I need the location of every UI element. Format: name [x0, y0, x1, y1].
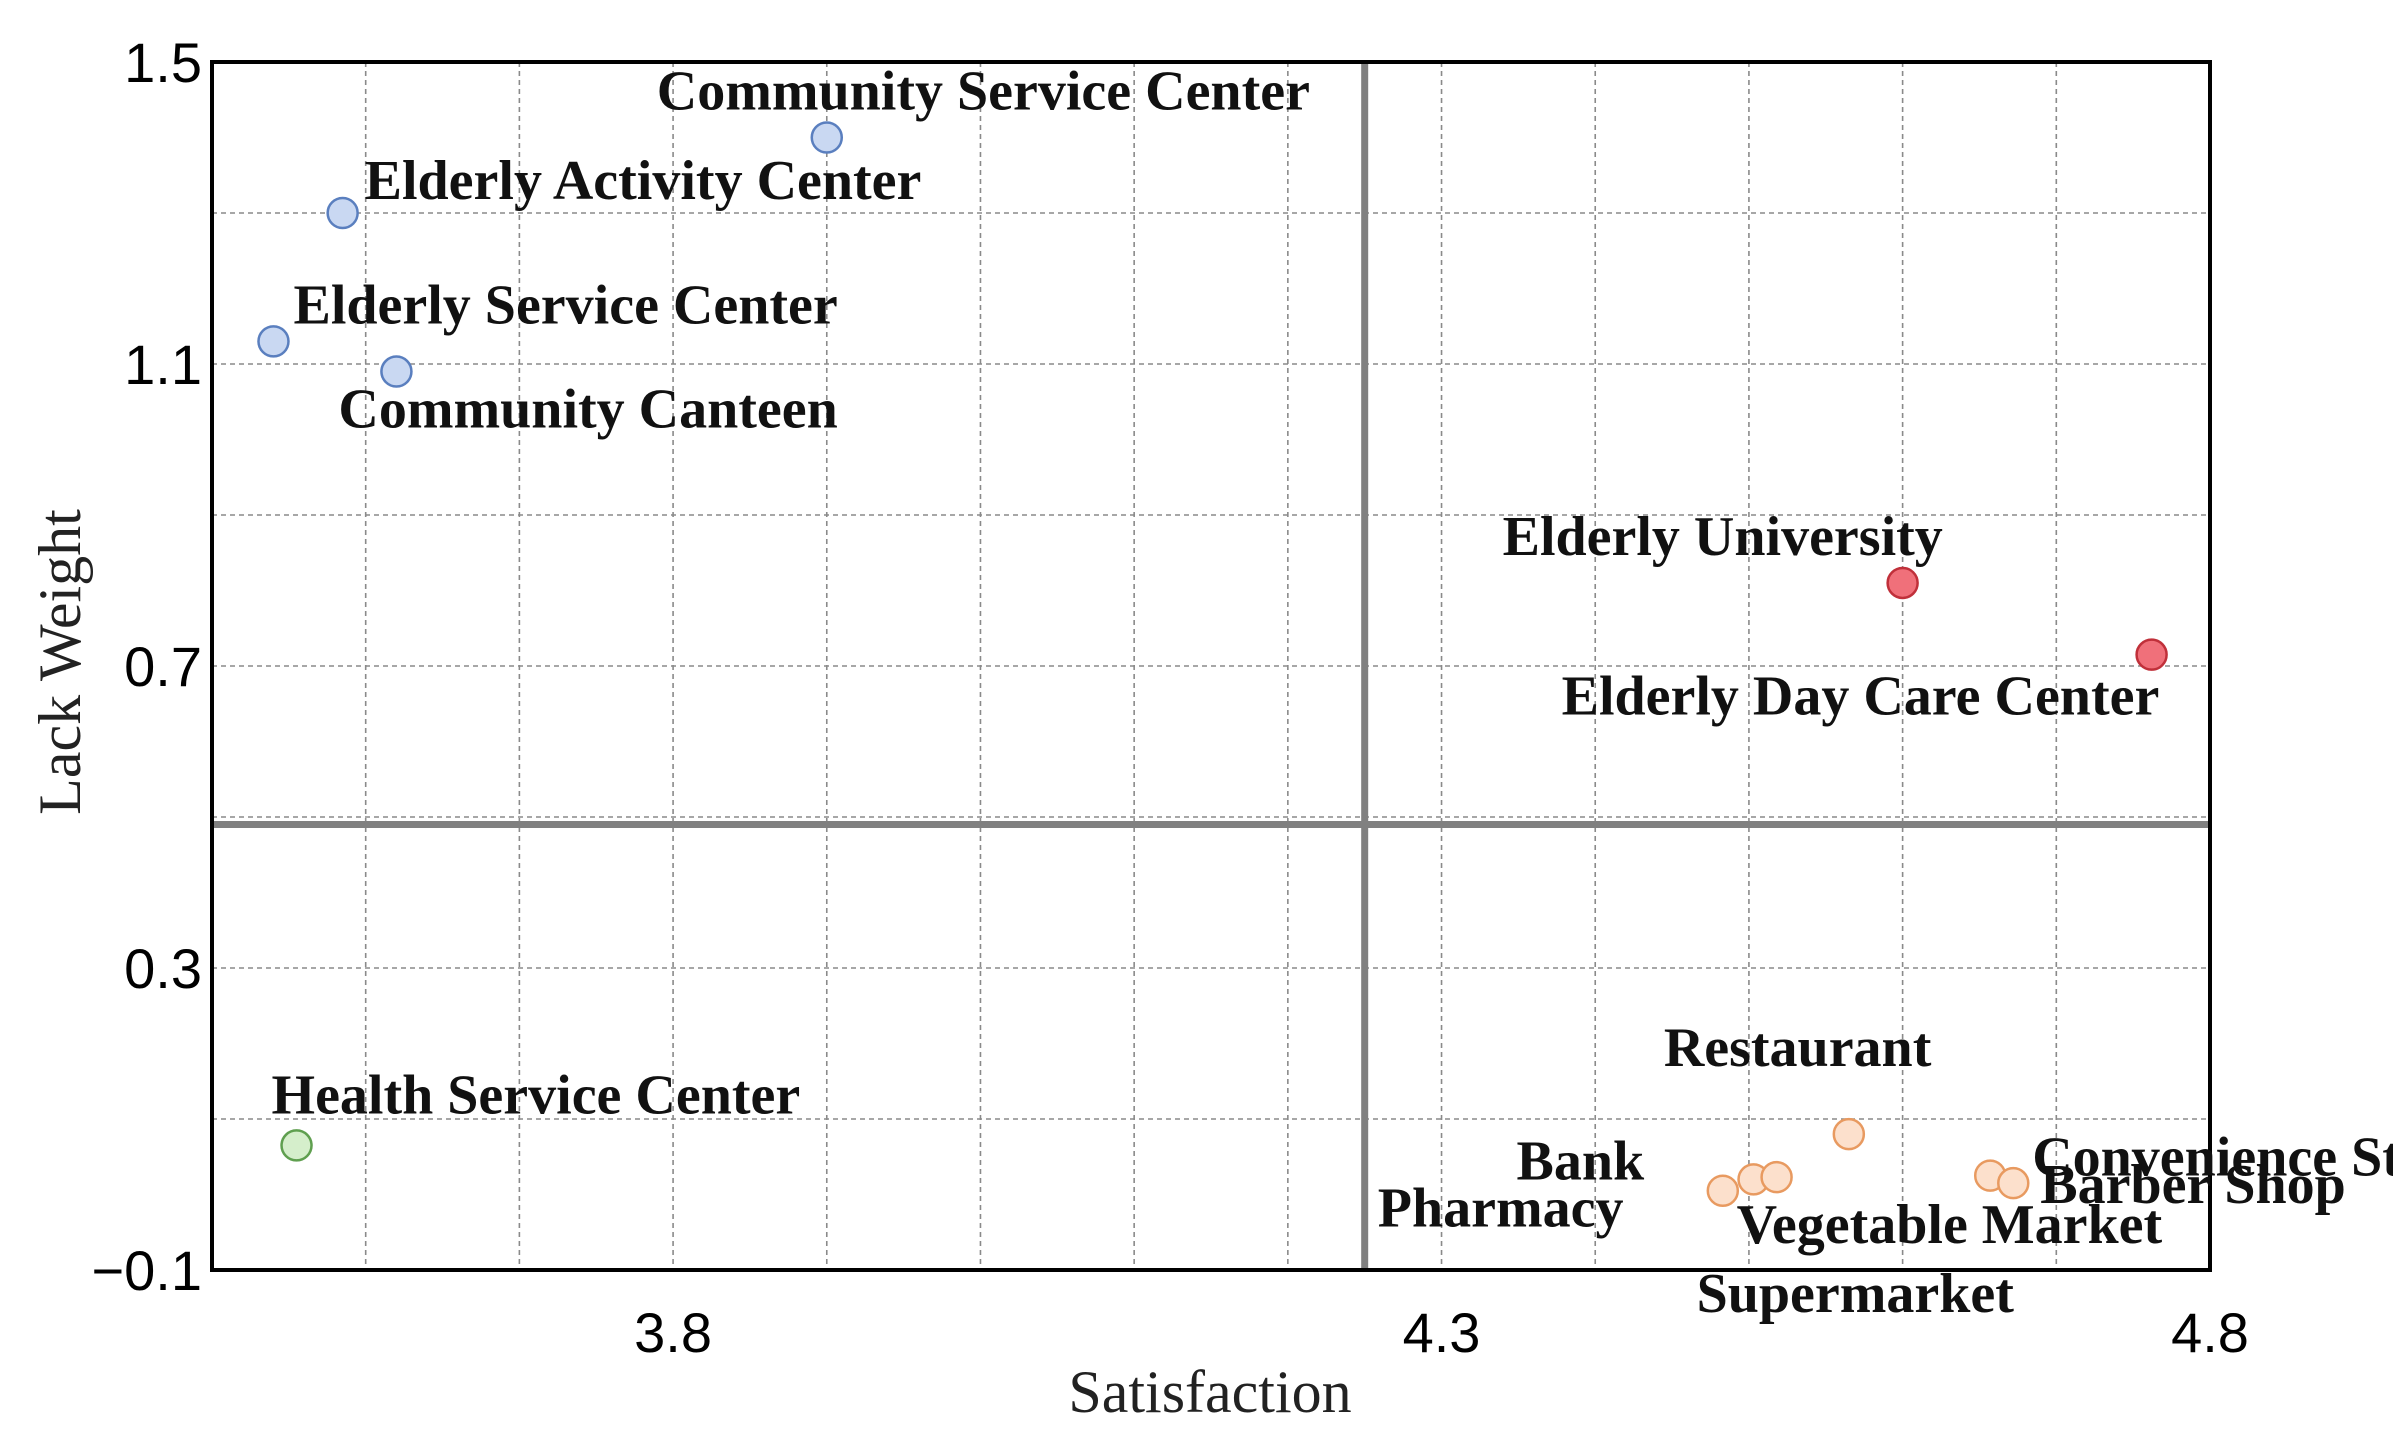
y-tick-label: 1.5 [124, 31, 202, 94]
data-point-elderly-service-center [257, 325, 290, 358]
x-tick-label: 3.8 [634, 1301, 712, 1364]
data-point-pharmacy [1706, 1174, 1740, 1207]
point-label-restaurant: Restaurant [1664, 1017, 1932, 1079]
point-label-barber-shop: Barber Shop [2040, 1154, 2345, 1216]
y-axis-title: Lack Weight [27, 509, 93, 815]
x-tick-label: 4.8 [2171, 1301, 2249, 1364]
point-label-convenience-store: Convenience Store [2032, 1127, 2393, 1189]
point-label-community-service-center: Community Service Center [657, 61, 1310, 123]
data-points [257, 121, 2168, 1207]
data-point-elderly-day-care-center [2135, 638, 2168, 671]
y-tick-label: 1.1 [124, 333, 202, 396]
point-label-elderly-activity-center: Elderly Activity Center [365, 150, 922, 212]
point-label-pharmacy: Pharmacy [1378, 1178, 1624, 1240]
data-point-elderly-university [1886, 566, 1919, 600]
point-label-supermarket: Supermarket [1697, 1263, 2015, 1325]
point-label-vegetable-market: Vegetable Market [1737, 1194, 2163, 1256]
data-point-barber-shop [1997, 1166, 2030, 1200]
quadrant-lines [212, 62, 2210, 1270]
point-label-elderly-service-center: Elderly Service Center [293, 274, 837, 336]
x-axis-title: Satisfaction [1068, 1359, 1351, 1425]
data-point-vegetable-market [1760, 1160, 1793, 1194]
tick-labels: 3.8 4.3 4.8 1.5 1.1 0.7 0.3 −0.1 [91, 31, 2248, 1364]
point-label-community-canteen: Community Canteen [338, 379, 837, 441]
x-tick-label: 4.3 [1403, 1301, 1481, 1364]
data-point-elderly-activity-center [326, 196, 359, 230]
point-labels: Community Service Center Elderly Activity… [272, 61, 2393, 1326]
y-tick-label: −0.1 [91, 1239, 202, 1302]
y-tick-label: 0.7 [124, 635, 202, 698]
grid-lines [212, 62, 2210, 1270]
point-label-elderly-day-care-center: Elderly Day Care Center [1562, 666, 2160, 728]
point-label-elderly-university: Elderly University [1503, 506, 1943, 568]
data-point-restaurant [1832, 1117, 1866, 1151]
data-point-community-service-center [810, 121, 844, 154]
data-point-health-service-center [280, 1129, 313, 1162]
y-tick-label: 0.3 [124, 937, 202, 1000]
plot-frame [210, 60, 2212, 1272]
point-label-bank: Bank [1517, 1130, 1645, 1192]
point-label-health-service-center: Health Service Center [272, 1064, 801, 1126]
data-point-community-canteen [380, 355, 413, 388]
